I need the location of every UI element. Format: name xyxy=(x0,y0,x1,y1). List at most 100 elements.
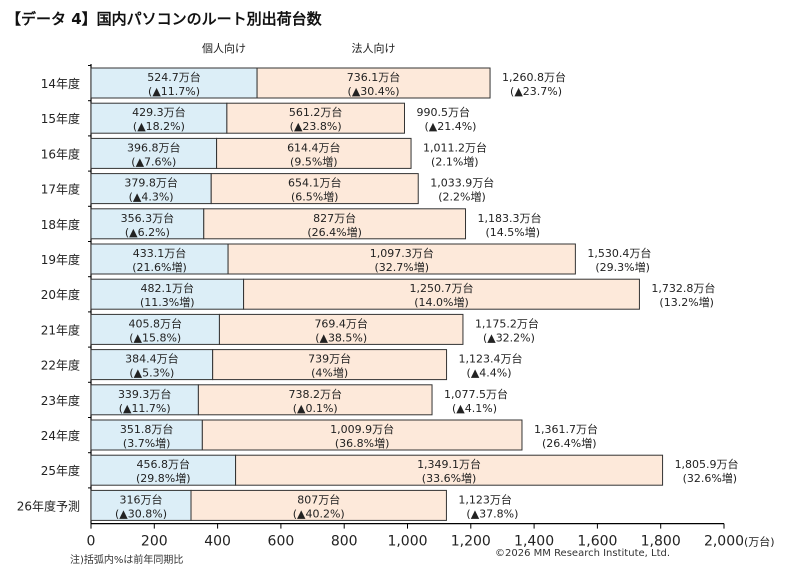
change-label-individual: (▲18.2%) xyxy=(133,120,185,133)
bar-individual xyxy=(90,313,220,345)
total-label: 1,175.2万台 xyxy=(475,316,539,330)
change-label-individual: (21.6%増) xyxy=(132,261,187,274)
category-label: 24年度 xyxy=(41,428,80,443)
footnote: 注)括弧内%は前年同期比 xyxy=(70,553,183,566)
data-label-corporate: 738.2万台 xyxy=(288,387,342,401)
x-tick-label: 800 xyxy=(331,534,358,550)
bar-individual xyxy=(90,102,228,134)
total-change-label: (2.2%増) xyxy=(438,191,486,204)
data-label-corporate: 1,097.3万台 xyxy=(370,246,434,260)
total-label: 1,805.9万台 xyxy=(675,457,739,471)
x-tick-label: 600 xyxy=(268,534,295,550)
change-label-individual: (11.3%増) xyxy=(140,296,195,309)
data-label-corporate: 807万台 xyxy=(297,492,340,506)
change-label-corporate: (▲30.4%) xyxy=(348,85,400,98)
total-change-label: (▲23.7%) xyxy=(510,85,562,98)
bar-individual xyxy=(90,454,237,486)
change-label-individual: (▲7.6%) xyxy=(131,155,176,168)
bar-corporate xyxy=(212,349,448,381)
category-label: 15年度 xyxy=(41,111,80,126)
data-label-individual: 379.8万台 xyxy=(124,176,178,190)
change-label-individual: (3.7%増) xyxy=(123,437,171,450)
total-change-label: (29.3%増) xyxy=(595,261,650,274)
change-label-corporate: (▲40.2%) xyxy=(293,507,345,520)
bar-corporate xyxy=(243,278,640,310)
category-label: 17年度 xyxy=(41,182,80,197)
x-tick-label: 1,000 xyxy=(387,534,427,550)
change-label-corporate: (▲23.8%) xyxy=(290,120,342,133)
data-label-corporate: 1,009.9万台 xyxy=(330,422,394,436)
data-label-corporate: 736.1万台 xyxy=(347,70,401,84)
category-label: 19年度 xyxy=(41,252,80,267)
data-label-individual: 433.1万台 xyxy=(133,246,187,260)
x-tick-label: 1,800 xyxy=(641,534,681,550)
data-label-corporate: 739万台 xyxy=(308,352,351,366)
x-tick-label: 2,000 xyxy=(704,534,744,550)
category-label: 26年度予測 xyxy=(17,498,80,513)
total-label: 1,011.2万台 xyxy=(423,140,487,154)
change-label-corporate: (36.8%増) xyxy=(335,437,390,450)
total-change-label: (▲21.4%) xyxy=(424,120,476,133)
total-change-label: (▲32.2%) xyxy=(483,331,535,344)
data-label-individual: 396.8万台 xyxy=(127,140,181,154)
data-label-corporate: 1,349.1万台 xyxy=(417,457,481,471)
bar-individual xyxy=(90,489,192,521)
x-tick-label: 1,400 xyxy=(514,534,554,550)
change-label-corporate: (▲38.5%) xyxy=(315,331,367,344)
bar-corporate xyxy=(210,173,419,205)
total-label: 1,033.9万台 xyxy=(430,176,494,190)
total-change-label: (14.5%増) xyxy=(486,226,541,239)
change-label-individual: (▲4.3%) xyxy=(129,191,174,204)
category-label: 18年度 xyxy=(41,217,80,232)
data-label-corporate: 827万台 xyxy=(313,211,356,225)
change-label-corporate: (4%増) xyxy=(311,367,348,380)
change-label-individual: (▲11.7%) xyxy=(148,85,200,98)
data-label-corporate: 561.2万台 xyxy=(289,105,343,119)
total-change-label: (26.4%増) xyxy=(542,437,597,450)
total-change-label: (2.1%増) xyxy=(431,155,479,168)
legend: 個人向け 法人向け xyxy=(202,41,396,55)
data-label-corporate: 1,250.7万台 xyxy=(410,281,474,295)
category-label: 16年度 xyxy=(41,146,80,161)
bar-corporate xyxy=(235,454,664,486)
data-label-individual: 456.8万台 xyxy=(137,457,191,471)
bar-individual xyxy=(90,173,212,205)
total-label: 1,123.4万台 xyxy=(459,352,523,366)
change-label-individual: (▲11.7%) xyxy=(119,402,171,415)
change-label-corporate: (▲0.1%) xyxy=(293,402,338,415)
bar-corporate xyxy=(201,419,523,451)
bar-individual xyxy=(90,419,203,451)
data-label-individual: 524.7万台 xyxy=(147,70,201,84)
x-tick-label: 1,600 xyxy=(577,534,617,550)
change-label-corporate: (33.6%増) xyxy=(422,472,477,485)
category-label: 20年度 xyxy=(41,287,80,302)
data-label-individual: 429.3万台 xyxy=(132,105,186,119)
change-label-individual: (▲30.8%) xyxy=(115,507,167,520)
category-label: 25年度 xyxy=(41,463,80,478)
change-label-individual: (▲6.2%) xyxy=(125,226,170,239)
data-label-individual: 316万台 xyxy=(120,492,163,506)
bar-corporate xyxy=(227,243,576,275)
data-label-corporate: 654.1万台 xyxy=(288,176,342,190)
bar-corporate xyxy=(226,102,405,134)
bar-corporate xyxy=(218,313,464,345)
data-label-corporate: 614.4万台 xyxy=(287,140,341,154)
total-label: 1,123万台 xyxy=(458,492,512,506)
total-label: 1,530.4万台 xyxy=(587,246,651,260)
bar-corporate xyxy=(216,137,412,169)
x-axis-unit: (万台) xyxy=(744,535,775,549)
change-label-individual: (▲5.3%) xyxy=(129,367,174,380)
bar-corporate xyxy=(190,489,447,521)
data-label-individual: 356.3万台 xyxy=(121,211,175,225)
chart-title: 【データ 4】国内パソコンのルート別出荷台数 xyxy=(6,10,323,28)
data-label-corporate: 769.4万台 xyxy=(314,316,368,330)
category-label: 21年度 xyxy=(41,322,80,337)
total-change-label: (▲4.4%) xyxy=(467,367,512,380)
total-label: 1,183.3万台 xyxy=(478,211,542,225)
total-change-label: (32.6%増) xyxy=(683,472,738,485)
total-change-label: (13.2%増) xyxy=(659,296,714,309)
total-change-label: (▲37.8%) xyxy=(466,507,518,520)
bars: 14年度 524.7万台(▲11.7%)736.1万台(▲30.4%)1,260.… xyxy=(17,67,739,521)
x-tick-label: 400 xyxy=(204,534,231,550)
